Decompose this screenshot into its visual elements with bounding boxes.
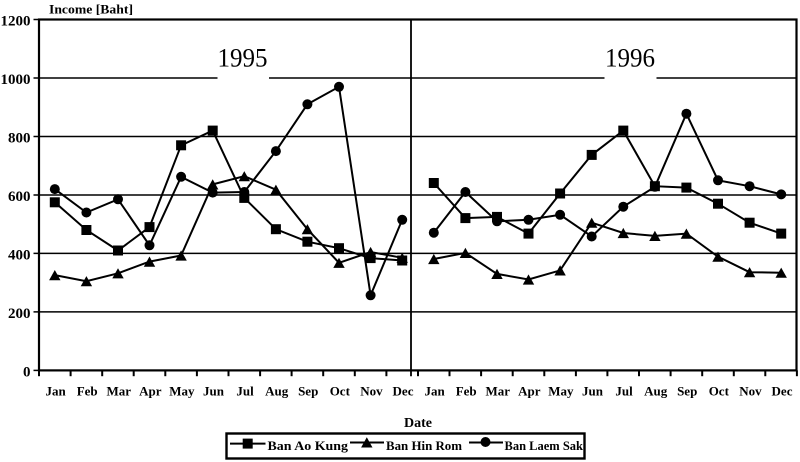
- svg-text:Jan: Jan: [45, 384, 66, 399]
- svg-text:May: May: [548, 384, 574, 399]
- svg-text:1000: 1000: [1, 72, 31, 88]
- svg-text:400: 400: [8, 248, 31, 264]
- svg-text:Ban Hin Rom: Ban Hin Rom: [386, 438, 462, 453]
- svg-text:Aug: Aug: [644, 384, 668, 399]
- svg-text:1995: 1995: [218, 44, 268, 73]
- svg-text:Oct: Oct: [330, 384, 351, 399]
- svg-text:600: 600: [8, 189, 31, 205]
- svg-text:Aug: Aug: [265, 384, 289, 399]
- svg-text:1996: 1996: [605, 44, 655, 73]
- svg-text:Date: Date: [404, 416, 432, 431]
- svg-text:Sep: Sep: [677, 384, 697, 399]
- svg-text:Mar: Mar: [107, 384, 132, 399]
- svg-text:Nov: Nov: [739, 384, 762, 399]
- svg-text:Oct: Oct: [709, 384, 730, 399]
- svg-text:Jan: Jan: [424, 384, 445, 399]
- svg-text:Ban Ao Kung: Ban Ao Kung: [268, 438, 349, 453]
- svg-text:Jun: Jun: [203, 384, 225, 399]
- svg-text:Jun: Jun: [582, 384, 604, 399]
- svg-text:Apr: Apr: [518, 384, 541, 399]
- svg-text:Mar: Mar: [486, 384, 511, 399]
- svg-text:May: May: [169, 384, 195, 399]
- svg-text:800: 800: [8, 131, 31, 147]
- svg-text:Feb: Feb: [77, 384, 98, 399]
- svg-text:Feb: Feb: [456, 384, 477, 399]
- svg-text:Nov: Nov: [360, 384, 383, 399]
- svg-text:Dec: Dec: [393, 384, 414, 399]
- svg-text:1200: 1200: [1, 14, 31, 30]
- svg-text:200: 200: [8, 306, 31, 322]
- svg-text:Apr: Apr: [139, 384, 162, 399]
- svg-text:Income [Baht]: Income [Baht]: [49, 1, 133, 16]
- svg-text:Jul: Jul: [615, 384, 633, 399]
- svg-text:Ban Laem Sak: Ban Laem Sak: [505, 438, 584, 453]
- svg-text:Jul: Jul: [236, 384, 254, 399]
- svg-text:Dec: Dec: [772, 384, 793, 399]
- svg-text:Sep: Sep: [298, 384, 318, 399]
- svg-text:0: 0: [23, 365, 31, 381]
